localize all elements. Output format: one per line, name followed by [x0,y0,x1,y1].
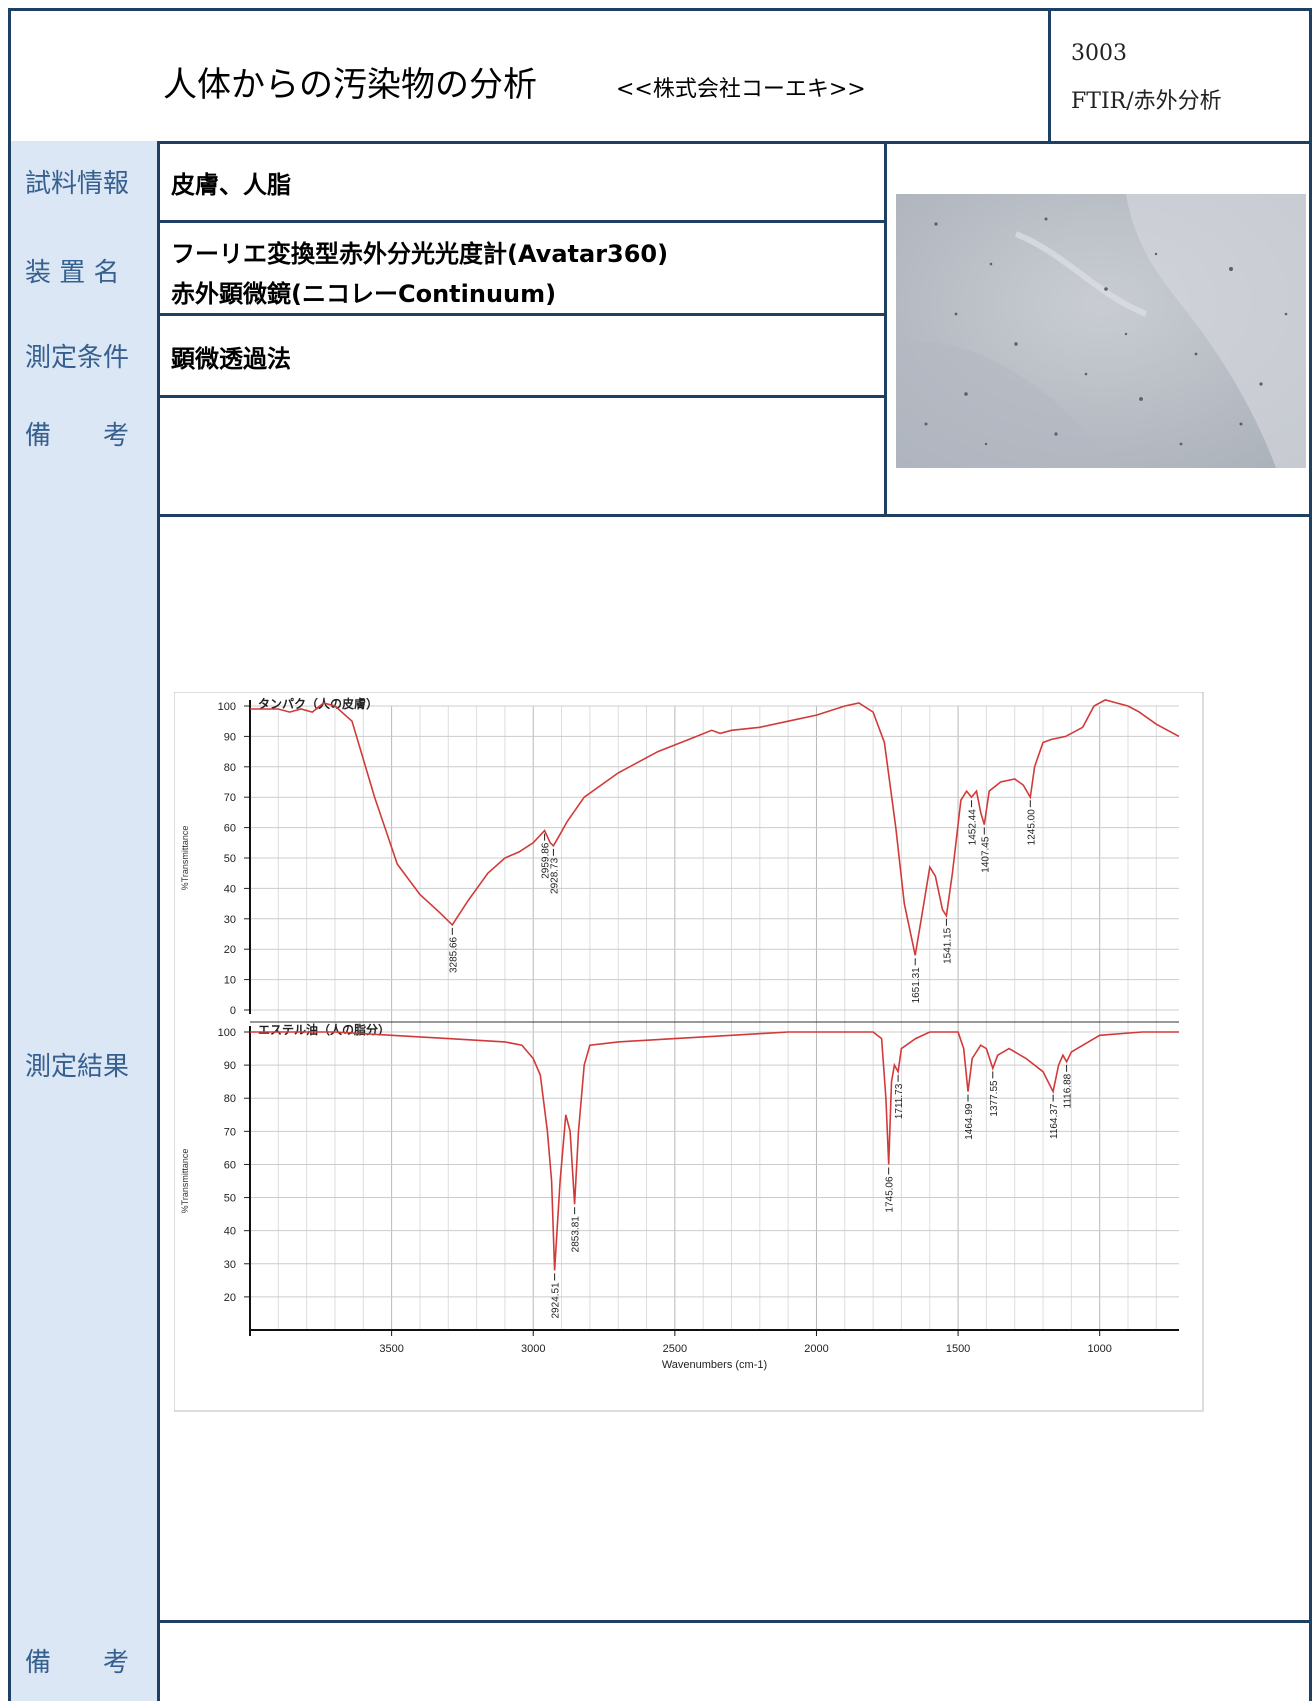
y-tick-label: 10 [224,975,236,987]
sample-label: 試料情報 [25,169,130,199]
remarks-label: 備 考 [25,421,130,451]
company-name: <<株式会社コーエキ>> [616,77,866,102]
photo-cell [884,141,1312,517]
sample-value-cell: 皮膚、人脂 [157,141,887,223]
x-axis-label: Wavenumbers (cm-1) [662,1359,767,1371]
x-tick-label: 2500 [663,1343,687,1355]
device-label: 装 置 名 [25,258,120,288]
peak-label: 1164.37 [1049,1103,1060,1139]
y-tick-label: 80 [224,762,236,774]
y-tick-label: 90 [224,1060,236,1072]
peak-label: 1116.88 [1063,1073,1074,1108]
x-tick-label: 3000 [521,1343,545,1355]
device-label-cell: 装 置 名 [8,220,160,316]
remarks-label-cell: 備 考 [8,395,160,517]
footer-remarks-label: 備 考 [25,1648,130,1678]
result-label: 測定結果 [25,1052,130,1082]
peak-label: 1541.15 [942,927,953,964]
ftir-spectrum-chart: 0 10 20 30 40 50 60 70 80 90 100 %Transmittance タンパク… [174,692,1204,1412]
peak-label: 2959.86 [541,842,552,879]
peak-label: 1651.31 [911,967,922,1004]
spectrum-line [250,699,1180,956]
y-tick-label: 40 [224,1226,236,1238]
y-tick-label: 60 [224,1159,236,1171]
y-axis-label: %Transmittance [180,826,190,891]
sample-value: 皮膚、人脂 [171,171,291,199]
footer-label-cell: 備 考 [8,1620,160,1701]
header-title-cell: 人体からの汚染物の分析 <<株式会社コーエキ>> [8,8,1051,144]
page-title: 人体からの汚染物の分析 [163,65,537,105]
result-cell: 0 10 20 30 40 50 60 70 80 90 100 %Transmittance タンパク… [157,514,1312,1623]
report-sheet: 人体からの汚染物の分析 <<株式会社コーエキ>> 3003 FTIR/赤外分析 … [8,8,1312,1701]
peak-label: 1377.55 [989,1080,1000,1117]
x-tick-label: 1500 [946,1343,970,1355]
result-label-cell: 測定結果 [8,514,160,1623]
condition-label: 測定条件 [25,343,130,373]
x-tick-label: 2000 [804,1343,828,1355]
report-category: FTIR/赤外分析 [1071,89,1222,114]
report-code: 3003 [1071,41,1127,66]
y-tick-label: 50 [224,1193,236,1205]
y-tick-label: 80 [224,1093,236,1105]
peak-label: 1464.99 [964,1103,975,1140]
peak-label: 1245.00 [1026,809,1037,846]
peak-label: 3285.66 [448,936,459,973]
condition-label-cell: 測定条件 [8,313,160,398]
footer-value-cell [157,1620,1312,1701]
y-tick-label: 0 [230,1005,236,1017]
y-tick-label: 60 [224,823,236,835]
peak-label: 1452.44 [968,809,979,846]
y-tick-label: 100 [218,1027,236,1039]
device-line-1: フーリエ変換型赤外分光光度計(Avatar360) [171,240,669,268]
header-code-cell: 3003 FTIR/赤外分析 [1048,8,1312,144]
y-tick-label: 70 [224,792,236,804]
peak-label: 1711.73 [894,1083,905,1119]
y-tick-label: 30 [224,1259,236,1271]
y-tick-label: 90 [224,731,236,743]
microscope-photo [896,194,1306,468]
peak-label: 2924.51 [551,1282,562,1319]
sample-label-cell: 試料情報 [8,141,160,223]
remarks-value-cell [157,395,887,517]
chart-frame [174,692,1204,1412]
photo-texture [896,194,1306,468]
device-value-cell: フーリエ変換型赤外分光光度計(Avatar360) 赤外顕微鏡(ニコレーCont… [157,220,887,316]
y-tick-label: 100 [218,701,236,713]
spectrum-line [250,1031,1179,1271]
peak-label: 2928.73 [549,857,560,894]
peak-label: 1745.06 [885,1176,896,1213]
x-tick-label: 1000 [1087,1343,1111,1355]
y-tick-label: 30 [224,914,236,926]
y-tick-label: 50 [224,853,236,865]
condition-value-cell: 顕微透過法 [157,313,887,398]
y-tick-label: 20 [224,1292,236,1304]
device-line-2: 赤外顕微鏡(ニコレーContinuum) [171,280,557,308]
panel-name: タンパク（人の皮膚） [258,696,378,711]
condition-value: 顕微透過法 [171,345,291,373]
peak-label: 1407.45 [980,836,991,873]
peak-label: 2853.81 [571,1216,582,1253]
y-tick-label: 40 [224,883,236,895]
x-tick-label: 3500 [379,1343,403,1355]
y-tick-label: 20 [224,944,236,956]
y-axis-label: %Transmittance [180,1149,190,1214]
y-tick-label: 70 [224,1126,236,1138]
